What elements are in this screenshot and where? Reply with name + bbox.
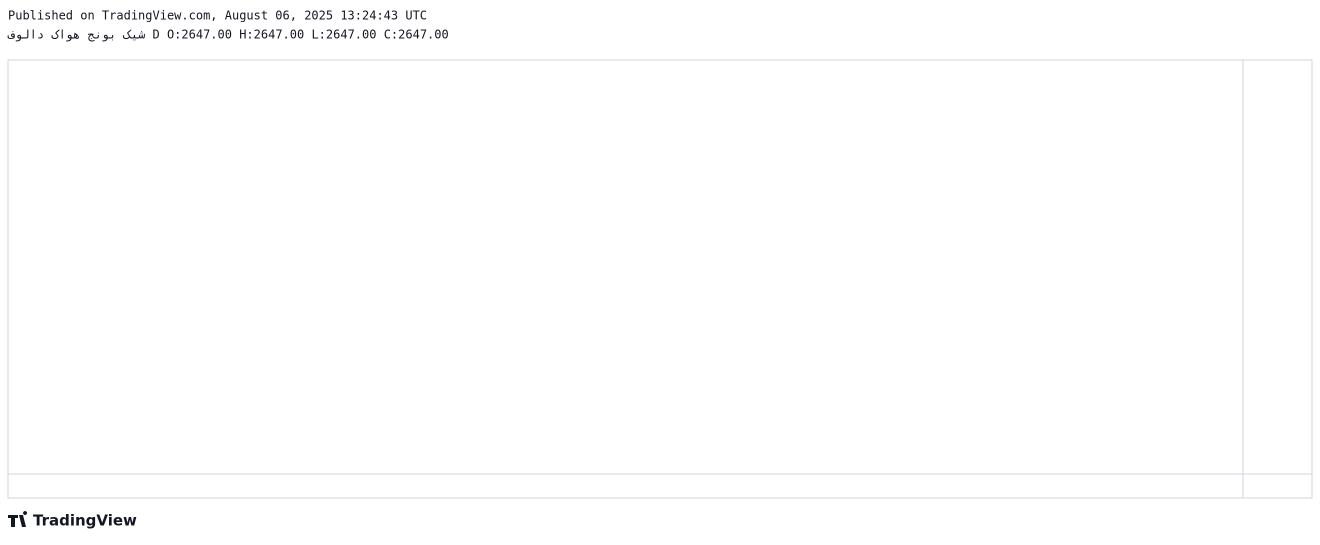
logo-icon <box>8 511 28 527</box>
brand: TradingView <box>33 512 137 530</box>
frame <box>7 59 1313 499</box>
published: Published on TradingView.com, August 06,… <box>8 9 427 23</box>
ohlc: شیک بونج هواک دالوف D O:2647.00 H:2647.0… <box>7 28 449 43</box>
logo: TradingView <box>8 511 137 530</box>
